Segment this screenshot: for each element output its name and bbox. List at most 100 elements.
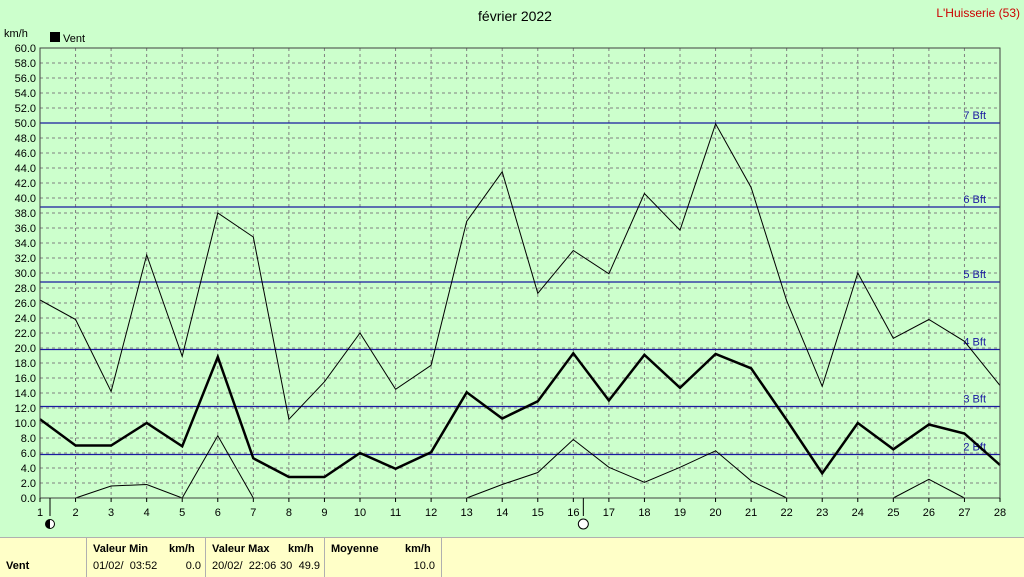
y-tick-label: 48.0 [15,133,36,145]
x-tick-label: 27 [958,507,970,519]
max-extra: 30 [280,560,293,572]
y-tick-label: 20.0 [15,343,36,355]
grid [39,47,1001,499]
min-header: Valeur Min [93,543,149,555]
y-tick-label: 46.0 [15,148,36,160]
y-tick-label: 18.0 [15,358,36,370]
x-tick-label: 15 [532,507,544,519]
y-tick-label: 38.0 [15,208,36,220]
y-tick-label: 16.0 [15,373,36,385]
max-header: Valeur Max [212,543,270,555]
mean-value: 10.0 [413,560,435,572]
x-tick-label: 1 [37,507,43,519]
x-tick-label: 11 [390,507,401,519]
wind-chart: février 2022 L'Huisserie (53) km/h Vent … [4,6,1020,530]
y-tick-label: 12.0 [15,403,36,415]
y-tick-label: 24.0 [15,313,36,325]
stats-row-label: Vent [6,560,30,572]
y-tick-label: 42.0 [15,178,36,190]
y-tick-label: 0.0 [21,493,36,505]
stats-max-cell: Valeur Max km/h 20/02/ 22:06 30 49.9 [206,538,325,577]
x-tick-label: 18 [638,507,650,519]
y-tick-label: 8.0 [21,433,36,445]
legend-swatch [50,32,60,42]
x-tick-label: 6 [215,507,221,519]
x-tick-label: 4 [144,507,150,519]
moon-shade [45,519,50,529]
y-tick-label: 30.0 [15,268,36,280]
series-line-max [39,122,1001,421]
x-tick-label: 5 [179,507,185,519]
x-tick-label: 16 [567,507,579,519]
plot-border [39,47,1001,499]
x-tick-label: 3 [108,507,114,519]
y-tick-label: 26.0 [15,298,36,310]
beaufort-label: 2 Bft [963,442,986,454]
x-tick-label: 24 [852,507,864,519]
x-tick-label: 13 [461,507,473,519]
x-tick-label: 21 [745,507,757,519]
x-tick-label: 8 [286,507,292,519]
beaufort-label: 3 Bft [963,394,986,406]
y-axis: 0.0 2.0 4.0 6.0 8.0 10.0 12.0 14.0 16.0 18.0 20.0 2… [15,43,36,505]
x-tick-label: 26 [923,507,935,519]
x-tick-label: 19 [674,507,686,519]
min-unit-header: km/h [169,543,195,555]
y-tick-label: 10.0 [15,418,36,430]
min-when: 01/02/ 03:52 [93,560,158,572]
series-line-min [75,434,254,499]
stats-mean-cell: Moyenne km/h 10.0 [325,538,442,577]
y-tick-label: 52.0 [15,103,36,115]
stats-min-cell: Valeur Min km/h 01/02/ 03:52 0.0 [87,538,206,577]
legend-label: Vent [63,33,85,45]
y-tick-label: 60.0 [15,43,36,55]
max-when: 20/02/ 22:06 [212,560,277,572]
station-name: L'Huisserie (53) [936,6,1020,20]
x-tick-label: 2 [72,507,78,519]
stats-label-cell: Vent [0,538,87,577]
y-tick-label: 2.0 [21,478,36,490]
x-tick-label: 12 [425,507,437,519]
x-tick-label: 10 [354,507,366,519]
y-tick-label: 22.0 [15,328,36,340]
max-value: 49.9 [298,560,320,572]
moon-phases [45,498,589,530]
x-tick-label: 23 [816,507,828,519]
y-tick-label: 50.0 [15,118,36,130]
beaufort-label: 7 Bft [963,110,986,122]
x-tick-label: 28 [994,507,1006,519]
x-tick-label: 17 [603,507,615,519]
beaufort-label: 6 Bft [963,194,986,206]
beaufort-lines: 2 Bft 3 Bft 4 Bft 5 Bft 6 Bft 7 Bft [40,110,1000,456]
stats-footer: Vent Valeur Min km/h 01/02/ 03:52 0.0 Va… [0,537,1024,577]
x-tick-label: 7 [250,507,256,519]
series-line-mean [39,351,1001,479]
y-tick-label: 4.0 [21,463,36,475]
y-tick-label: 6.0 [21,448,36,460]
beaufort-label: 5 Bft [963,269,986,281]
x-axis: 1 2 3 4 5 6 7 8 9 10 11 12 13 14 15 16 17 18 19 20 21 22 23 24 2… [37,498,1006,519]
series-lines [39,122,1001,499]
y-tick-label: 36.0 [15,223,36,235]
mean-unit-header: km/h [405,543,431,555]
x-tick-label: 25 [887,507,899,519]
y-tick-label: 54.0 [15,88,36,100]
y-tick-label: 32.0 [15,253,36,265]
x-tick-label: 14 [496,507,508,519]
max-unit-header: km/h [288,543,314,555]
y-tick-label: 14.0 [15,388,36,400]
x-tick-label: 9 [321,507,327,519]
y-axis-unit: km/h [4,28,28,40]
mean-header: Moyenne [331,543,379,555]
beaufort-label: 4 Bft [963,337,986,349]
series-line-min [893,478,965,499]
series-line-min [466,438,787,499]
x-tick-label: 22 [781,507,793,519]
full-moon-icon [577,518,589,530]
y-tick-label: 58.0 [15,58,36,70]
y-tick-label: 56.0 [15,73,36,85]
min-value: 0.0 [185,560,201,572]
y-tick-label: 28.0 [15,283,36,295]
chart-title: février 2022 [478,8,552,24]
x-tick-label: 20 [709,507,721,519]
